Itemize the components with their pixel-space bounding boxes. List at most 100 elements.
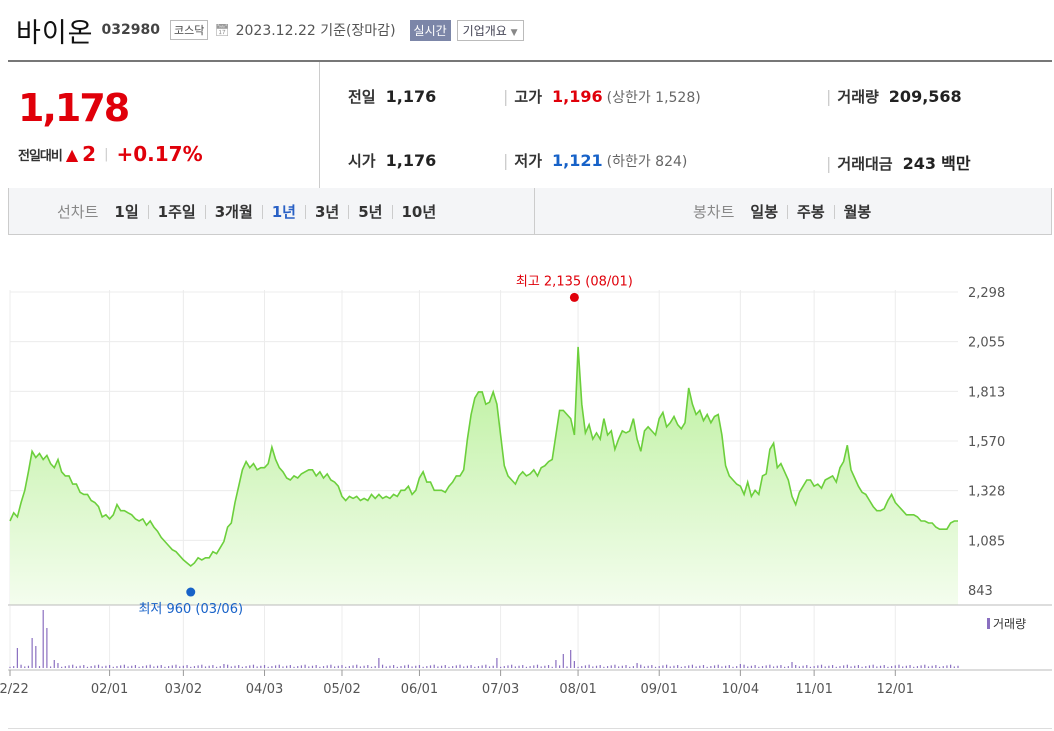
volume-bar — [916, 666, 919, 668]
volume-bar — [105, 665, 107, 668]
y-tick-label: 1,570 — [968, 435, 1005, 450]
high-annotation: 최고 2,135 (08/01) — [516, 274, 633, 289]
candle-chart-tabs: 봉차트 일봉 주봉 월봉 — [693, 188, 880, 235]
volume-bar — [806, 665, 808, 668]
price-area — [10, 346, 958, 605]
volume-bar — [566, 666, 568, 668]
volume-bar — [488, 666, 491, 668]
volume-bar — [511, 664, 513, 668]
volume-bar — [846, 664, 848, 668]
volume-bar — [654, 666, 657, 668]
volume-bar — [149, 664, 151, 668]
volume-bar — [522, 665, 524, 668]
volume-bar — [411, 666, 413, 668]
volume-bar — [592, 666, 594, 668]
volume-bar — [337, 665, 339, 668]
volume-bar — [784, 666, 786, 668]
volume-bar — [868, 665, 871, 668]
volume-bar — [485, 664, 487, 668]
volume-bar — [780, 665, 782, 668]
volume-bar — [241, 666, 243, 668]
price-change: 전일대비 ▲ 2 | +0.17% — [18, 142, 203, 166]
volume-bar — [798, 666, 800, 668]
volume-bar — [97, 664, 100, 668]
tab-10y[interactable]: 10년 — [391, 204, 446, 219]
price-line — [9, 346, 958, 568]
volume-bar — [112, 666, 114, 668]
volume-bar — [27, 665, 30, 668]
volume-bar — [297, 666, 299, 668]
tab-daily[interactable]: 일봉 — [750, 202, 779, 221]
volume-bar — [24, 666, 26, 668]
tab-3y[interactable]: 3년 — [305, 204, 348, 219]
price-box: 1,178 전일대비 ▲ 2 | +0.17% — [8, 62, 320, 189]
volume-bar — [153, 666, 155, 668]
volume-bar — [850, 666, 852, 668]
y-axis: 2,298 2,055 1,813 1,570 1,328 1,085 843 — [968, 286, 1005, 599]
volume-legend-swatch — [987, 618, 990, 629]
company-info-dropdown[interactable]: 기업개요 ▼ — [456, 19, 524, 41]
tab-monthly[interactable]: 월봉 — [833, 204, 881, 219]
volume-bar — [879, 665, 882, 668]
volume-bar — [466, 665, 469, 668]
volume-bar — [289, 665, 291, 668]
lower-limit: (하한가 824) — [606, 154, 688, 170]
tab-weekly[interactable]: 주봉 — [787, 204, 834, 219]
amount-unit: 백만 — [941, 154, 971, 173]
volume-bar — [72, 664, 74, 668]
volume-bar — [854, 665, 856, 668]
volume-bar — [444, 665, 446, 668]
tab-1d[interactable]: 1일 — [114, 202, 139, 221]
volume-bar — [499, 666, 502, 668]
volume-bar — [101, 666, 103, 668]
stock-header: 바이온 032980 코스닥 📅︎ 2023.12.22 기준(장마감) 실시간… — [16, 12, 524, 49]
volume-bar — [717, 664, 719, 668]
volume-value: 209,568 — [888, 87, 962, 106]
x-tick-label: 05/02 — [323, 682, 360, 697]
volume-bar — [171, 665, 173, 668]
realtime-button[interactable]: 실시간 — [409, 19, 451, 41]
volume-bar — [695, 666, 697, 668]
volume-bar — [684, 666, 686, 668]
volume-bar — [761, 666, 764, 668]
candle-chart-title: 봉차트 — [693, 203, 735, 221]
tab-3m[interactable]: 3개월 — [204, 204, 262, 219]
tab-5y[interactable]: 5년 — [348, 204, 391, 219]
tab-1w[interactable]: 1주일 — [147, 204, 205, 219]
volume-bar — [175, 664, 177, 668]
volume-bar — [824, 666, 826, 668]
volume-bar — [957, 665, 959, 668]
volume-bar — [872, 664, 874, 668]
volume-bar — [404, 665, 406, 668]
volume-bar — [42, 610, 44, 668]
prev-value: 1,176 — [385, 87, 437, 106]
volume-bar — [260, 665, 262, 668]
volume-bar — [909, 665, 911, 668]
volume-bar — [197, 665, 199, 668]
volume-bar — [322, 666, 325, 668]
tab-1y[interactable]: 1년 — [261, 204, 305, 219]
volume-bar — [396, 666, 398, 668]
market-badge: 코스닥 — [169, 20, 209, 40]
prev-label: 전일 — [348, 88, 376, 106]
up-arrow-icon: ▲ — [65, 144, 79, 164]
volume-bar — [540, 666, 542, 668]
x-tick-label: 12/22 — [0, 682, 29, 697]
x-tick-label: 09/01 — [640, 682, 677, 697]
volume-bar — [356, 664, 358, 668]
volume-bar — [426, 666, 428, 668]
amount-label: 거래대금 — [837, 155, 893, 173]
volume-bar — [249, 665, 251, 668]
volume-bar — [145, 665, 148, 668]
x-tick-label: 11/01 — [795, 682, 832, 697]
volume-bar — [795, 665, 797, 668]
volume-bar — [245, 666, 247, 668]
volume-bar — [496, 658, 498, 668]
volume-bar — [577, 666, 579, 668]
volume-bar — [393, 665, 395, 668]
volume-bar — [415, 665, 417, 668]
volume-bar — [599, 665, 601, 668]
change-label: 전일대비 — [18, 148, 63, 164]
stock-code: 032980 — [101, 22, 160, 38]
